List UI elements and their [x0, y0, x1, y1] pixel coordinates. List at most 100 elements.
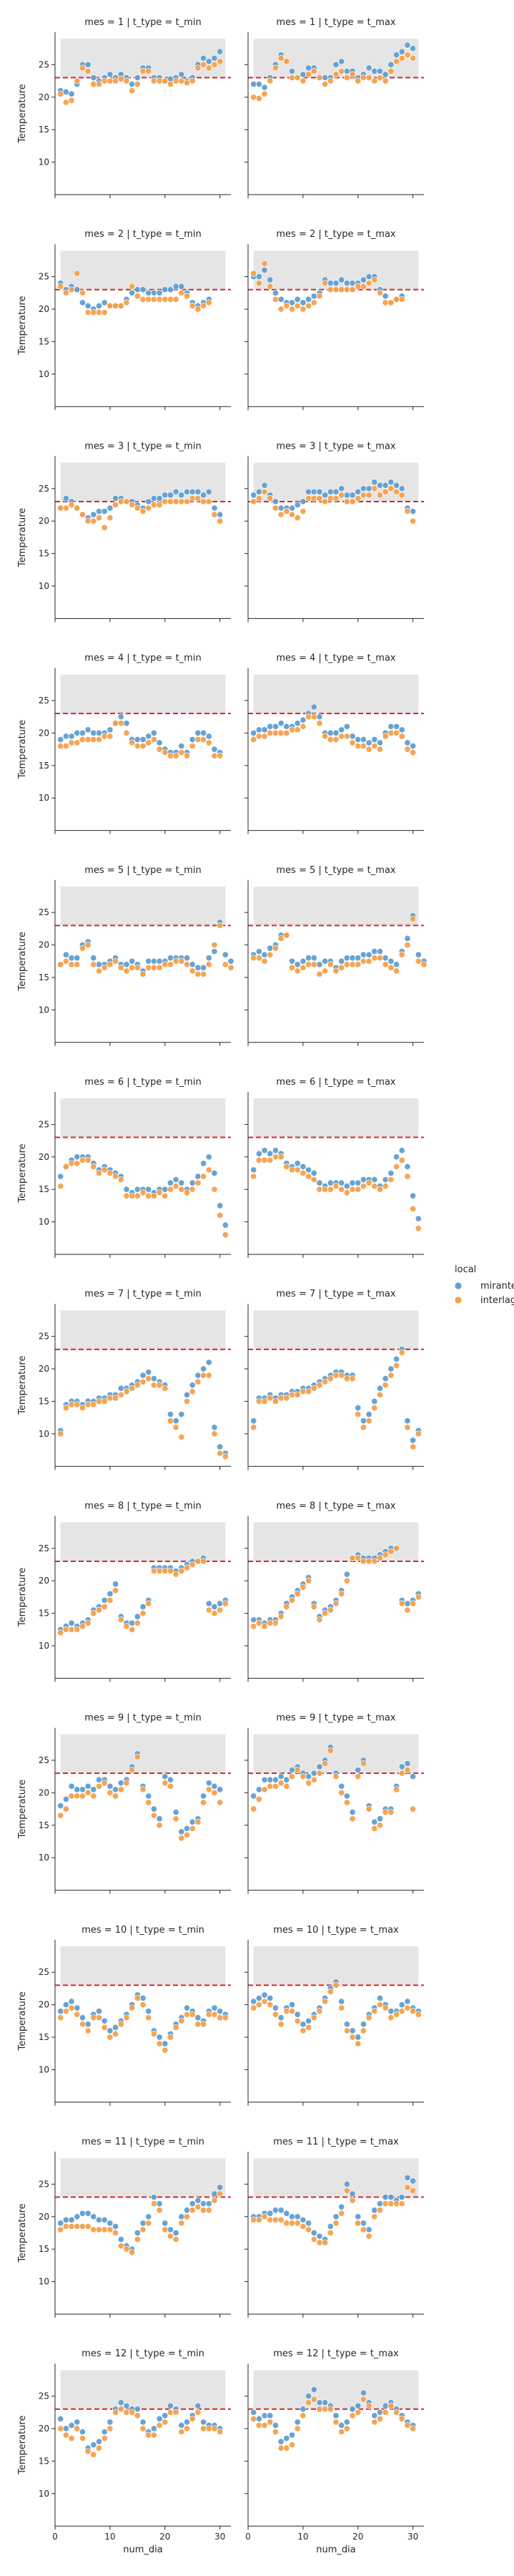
point-interlagos: [178, 1835, 185, 1842]
point-interlagos: [343, 74, 350, 82]
facet-panel-8-t_min: mes = 8 | t_type = t_min 10 15 20 25 Temperat…: [17, 1501, 231, 1682]
point-mirante: [343, 1792, 350, 1800]
point-mirante: [316, 488, 323, 495]
point-interlagos: [200, 2207, 207, 2214]
shaded-band: [253, 1098, 419, 1138]
y-tick-label: 10: [39, 2489, 49, 2499]
y-tick-label: 25: [39, 1967, 49, 1977]
point-interlagos: [211, 2197, 218, 2204]
point-mirante: [382, 2194, 389, 2201]
point-mirante: [272, 2207, 279, 2214]
point-interlagos: [349, 2197, 356, 2204]
y-tick-label: 10: [39, 1429, 49, 1439]
point-mirante: [327, 1179, 334, 1186]
y-axis-label: Temperature: [17, 508, 28, 567]
point-interlagos: [261, 1397, 268, 1405]
point-interlagos: [90, 2226, 97, 2233]
point-interlagos: [255, 1619, 262, 1626]
y-tick-label: 20: [39, 940, 49, 950]
point-mirante: [283, 2210, 290, 2217]
point-interlagos: [365, 746, 372, 753]
panel-title: mes = 3 | t_type = t_max: [276, 441, 396, 452]
point-interlagos: [255, 2421, 262, 2429]
point-interlagos: [355, 283, 362, 290]
point-mirante: [360, 951, 367, 958]
point-interlagos: [62, 2431, 69, 2439]
point-mirante: [172, 488, 179, 495]
y-axis-label: Temperature: [17, 932, 28, 991]
point-mirante: [222, 1221, 229, 1229]
point-interlagos: [222, 1231, 229, 1239]
point-mirante: [343, 1183, 350, 1190]
point-interlagos: [382, 299, 389, 306]
point-mirante: [167, 1776, 174, 1783]
point-mirante: [57, 2008, 64, 2015]
point-interlagos: [387, 2200, 395, 2207]
point-interlagos: [205, 2011, 212, 2018]
point-mirante: [355, 736, 362, 743]
point-interlagos: [316, 1770, 323, 1777]
point-mirante: [393, 961, 400, 968]
point-mirante: [338, 485, 345, 492]
point-interlagos: [90, 736, 97, 743]
y-tick-label: 25: [39, 1119, 49, 1129]
point-mirante: [294, 961, 301, 968]
point-mirante: [189, 488, 196, 495]
point-interlagos: [205, 299, 212, 306]
point-mirante: [150, 494, 157, 502]
point-interlagos: [322, 1186, 329, 1193]
point-mirante: [178, 71, 185, 78]
point-mirante: [79, 1786, 86, 1793]
point-interlagos: [250, 2415, 257, 2422]
point-interlagos: [162, 296, 169, 303]
y-tick-label: 25: [39, 1755, 49, 1765]
point-interlagos: [172, 77, 179, 84]
y-tick-label: 20: [39, 728, 49, 738]
point-mirante: [288, 504, 296, 512]
y-tick-label: 25: [39, 272, 49, 282]
facet-panel-1-t_min: mes = 1 | t_type = t_min 10 15 20 25 Temperat…: [17, 17, 231, 198]
point-interlagos: [294, 514, 301, 522]
point-mirante: [277, 2207, 285, 2214]
point-mirante: [84, 726, 92, 733]
point-interlagos: [68, 2004, 75, 2011]
point-interlagos: [338, 1789, 345, 1796]
point-interlagos: [420, 961, 427, 968]
point-mirante: [267, 2210, 274, 2217]
point-interlagos: [112, 1173, 119, 1180]
point-interlagos: [393, 729, 400, 736]
point-interlagos: [129, 1626, 136, 1633]
point-interlagos: [68, 97, 75, 104]
point-mirante: [255, 948, 262, 955]
point-interlagos: [355, 2409, 362, 2416]
point-interlagos: [382, 488, 389, 495]
point-mirante: [376, 1385, 384, 1392]
point-mirante: [211, 1169, 218, 1177]
point-interlagos: [68, 961, 75, 968]
point-mirante: [327, 280, 334, 287]
point-mirante: [107, 504, 114, 512]
point-interlagos: [398, 492, 405, 499]
point-mirante: [255, 81, 262, 88]
point-mirante: [376, 948, 384, 955]
point-interlagos: [376, 1391, 384, 1398]
point-mirante: [211, 54, 218, 62]
point-interlagos: [338, 964, 345, 971]
point-mirante: [217, 1786, 224, 1793]
point-mirante: [129, 957, 136, 965]
point-interlagos: [283, 1603, 290, 1611]
point-interlagos: [332, 494, 340, 502]
point-mirante: [360, 2021, 367, 2028]
point-mirante: [322, 957, 329, 965]
point-interlagos: [360, 2226, 367, 2233]
point-interlagos: [300, 723, 307, 730]
point-interlagos: [107, 1395, 114, 1402]
point-interlagos: [112, 2409, 119, 2416]
shaded-band: [60, 1522, 226, 1561]
point-interlagos: [123, 2409, 130, 2416]
point-interlagos: [316, 494, 323, 502]
point-mirante: [267, 276, 274, 283]
point-mirante: [178, 492, 185, 499]
point-mirante: [365, 2226, 372, 2233]
